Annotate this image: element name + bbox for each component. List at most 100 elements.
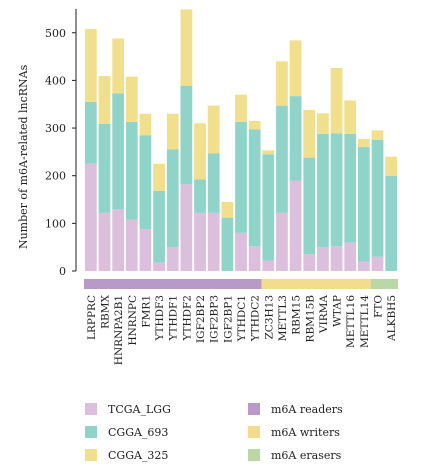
category-label: ZC3H13 — [263, 295, 275, 340]
category-label: YTHDF1 — [168, 295, 180, 341]
bar-ythdc2-cgga-325 — [248, 120, 261, 130]
y-axis: 0 100 200 300 400 500 Number of m6A-related ln… — [17, 8, 77, 278]
bar-hnrnpc-tcga-lgg — [125, 219, 138, 271]
bar-igf2bp3-cgga-693 — [207, 153, 220, 213]
category-label: RBM15B — [304, 295, 316, 343]
bar-ythdf2-cgga-693 — [180, 85, 193, 185]
bar-ythdf3-cgga-693 — [153, 190, 165, 263]
bar-ythdf1-cgga-693 — [166, 149, 179, 248]
group-legend-label: m6A erasers — [271, 449, 342, 462]
bar-ythdf2-tcga-lgg — [180, 184, 193, 271]
category-label: METTL3 — [277, 295, 289, 341]
bar-ythdf2-cgga-325 — [180, 9, 193, 86]
bar-ythdc1-tcga-lgg — [235, 232, 247, 271]
y-tick-label: 100 — [45, 217, 66, 230]
bar-mettl16-cgga-325 — [344, 100, 357, 134]
x-axis-labels: LRPPRC RBMX HNRNPA2B1 HNRNPC FMR1 YTHDF3 YTHDF… — [86, 294, 398, 365]
bar-fmr1-cgga-693 — [139, 135, 152, 230]
bar-ythdf1-cgga-325 — [166, 113, 179, 150]
bar-hnrnpa2b1-tcga-lgg — [112, 209, 125, 271]
bar-igf2bp1-cgga-693 — [221, 217, 234, 271]
bar-virma-cgga-693 — [317, 133, 329, 248]
category-label: METTL16 — [345, 295, 357, 348]
bar-igf2bp1-cgga-325 — [221, 201, 234, 218]
bar-mettl16-cgga-693 — [344, 133, 357, 243]
bar-rbmx-tcga-lgg — [98, 212, 111, 271]
category-label: WTAP — [332, 295, 344, 327]
bar-wtap-cgga-325 — [330, 68, 343, 134]
bar-zc3h13-tcga-lgg — [262, 260, 275, 271]
bar-alkbh5-cgga-693 — [385, 175, 398, 271]
category-label: VIRMA — [318, 295, 330, 334]
y-axis-title: Number of m6A-related lncRNAs — [17, 64, 30, 249]
bar-ythdc2-tcga-lgg — [248, 246, 261, 271]
bar-hnrnpa2b1-cgga-693 — [112, 93, 125, 210]
bar-igf2bp3-cgga-325 — [207, 105, 220, 154]
bar-rbmx-cgga-693 — [98, 123, 111, 213]
bar-igf2bp2-cgga-325 — [194, 123, 206, 180]
bar-hnrnpc-cgga-325 — [125, 76, 138, 122]
legend: TCGA_LGG CGGA_693 CGGA_325 m6A readers m6A w… — [85, 403, 343, 462]
category-label: RBM15 — [291, 295, 303, 335]
category-label: FTO — [373, 295, 385, 318]
bar-rbm15-cgga-693 — [289, 96, 302, 181]
legend-swatch-cgga-693 — [85, 426, 97, 438]
bar-rbm15b-cgga-325 — [303, 109, 316, 158]
bar-wtap-cgga-693 — [330, 133, 343, 247]
group-legend-label: m6A writers — [271, 426, 340, 439]
bar-mettl14-tcga-lgg — [357, 261, 370, 271]
bar-igf2bp2-cgga-693 — [194, 179, 206, 213]
legend-swatch-m6a-writers — [248, 426, 260, 438]
category-label: HNRNPA2B1 — [113, 295, 125, 365]
y-tick-label: 300 — [45, 122, 66, 135]
bar-igf2bp2-tcga-lgg — [194, 212, 206, 271]
legend-swatch-cgga-325 — [85, 449, 97, 461]
bar-wtap-tcga-lgg — [330, 246, 343, 271]
bar-ythdf1-tcga-lgg — [166, 247, 179, 271]
group-legend-label: m6A readers — [271, 403, 343, 416]
group-segment-m6a-erasers — [370, 279, 398, 289]
bar-ythdf3-cgga-325 — [153, 163, 165, 191]
y-tick-label: 200 — [45, 170, 66, 183]
legend-swatch-m6a-erasers — [248, 449, 260, 461]
bar-rbmx-cgga-325 — [98, 76, 111, 124]
bar-hnrnpc-cgga-693 — [125, 121, 138, 220]
series-legend-label: TCGA_LGG — [108, 403, 171, 416]
category-label: RBMX — [99, 294, 111, 328]
bar-lrpprc-cgga-325 — [84, 28, 97, 102]
group-color-bar — [84, 279, 398, 289]
category-label: YTHDF3 — [154, 295, 166, 341]
bar-lrpprc-tcga-lgg — [84, 163, 97, 271]
bars-layer — [84, 9, 398, 271]
bar-ythdf3-tcga-lgg — [153, 262, 165, 271]
bar-rbm15-cgga-325 — [289, 40, 302, 97]
bar-ythdc1-cgga-693 — [235, 121, 247, 233]
legend-swatch-tcga-lgg — [85, 403, 97, 415]
bar-zc3h13-cgga-325 — [262, 150, 275, 155]
series-legend-label: CGGA_325 — [108, 449, 168, 462]
bar-zc3h13-cgga-693 — [262, 154, 275, 261]
bar-fto-cgga-693 — [371, 139, 384, 257]
y-tick-label: 500 — [45, 27, 66, 40]
bar-hnrnpa2b1-cgga-325 — [112, 38, 125, 94]
bar-mettl3-tcga-lgg — [276, 212, 288, 271]
bar-fmr1-cgga-325 — [139, 113, 152, 136]
category-label: IGF2BP2 — [195, 295, 207, 343]
bar-mettl14-cgga-325 — [357, 139, 370, 148]
category-label: YTHDC1 — [236, 295, 248, 342]
bar-mettl14-cgga-693 — [357, 147, 370, 262]
category-label: YTHDF2 — [181, 295, 193, 341]
bar-alkbh5-cgga-325 — [385, 156, 398, 176]
bar-rbm15-tcga-lgg — [289, 180, 302, 271]
series-legend-label: CGGA_693 — [108, 426, 168, 439]
category-label: LRPPRC — [86, 295, 98, 340]
bar-mettl3-cgga-693 — [276, 105, 288, 213]
bar-mettl16-tcga-lgg — [344, 242, 357, 271]
bar-virma-cgga-325 — [317, 113, 329, 134]
bar-igf2bp3-tcga-lgg — [207, 212, 220, 271]
category-label: IGF2BP3 — [209, 295, 221, 343]
category-label: METTL14 — [359, 295, 371, 348]
bar-mettl3-cgga-325 — [276, 61, 288, 106]
